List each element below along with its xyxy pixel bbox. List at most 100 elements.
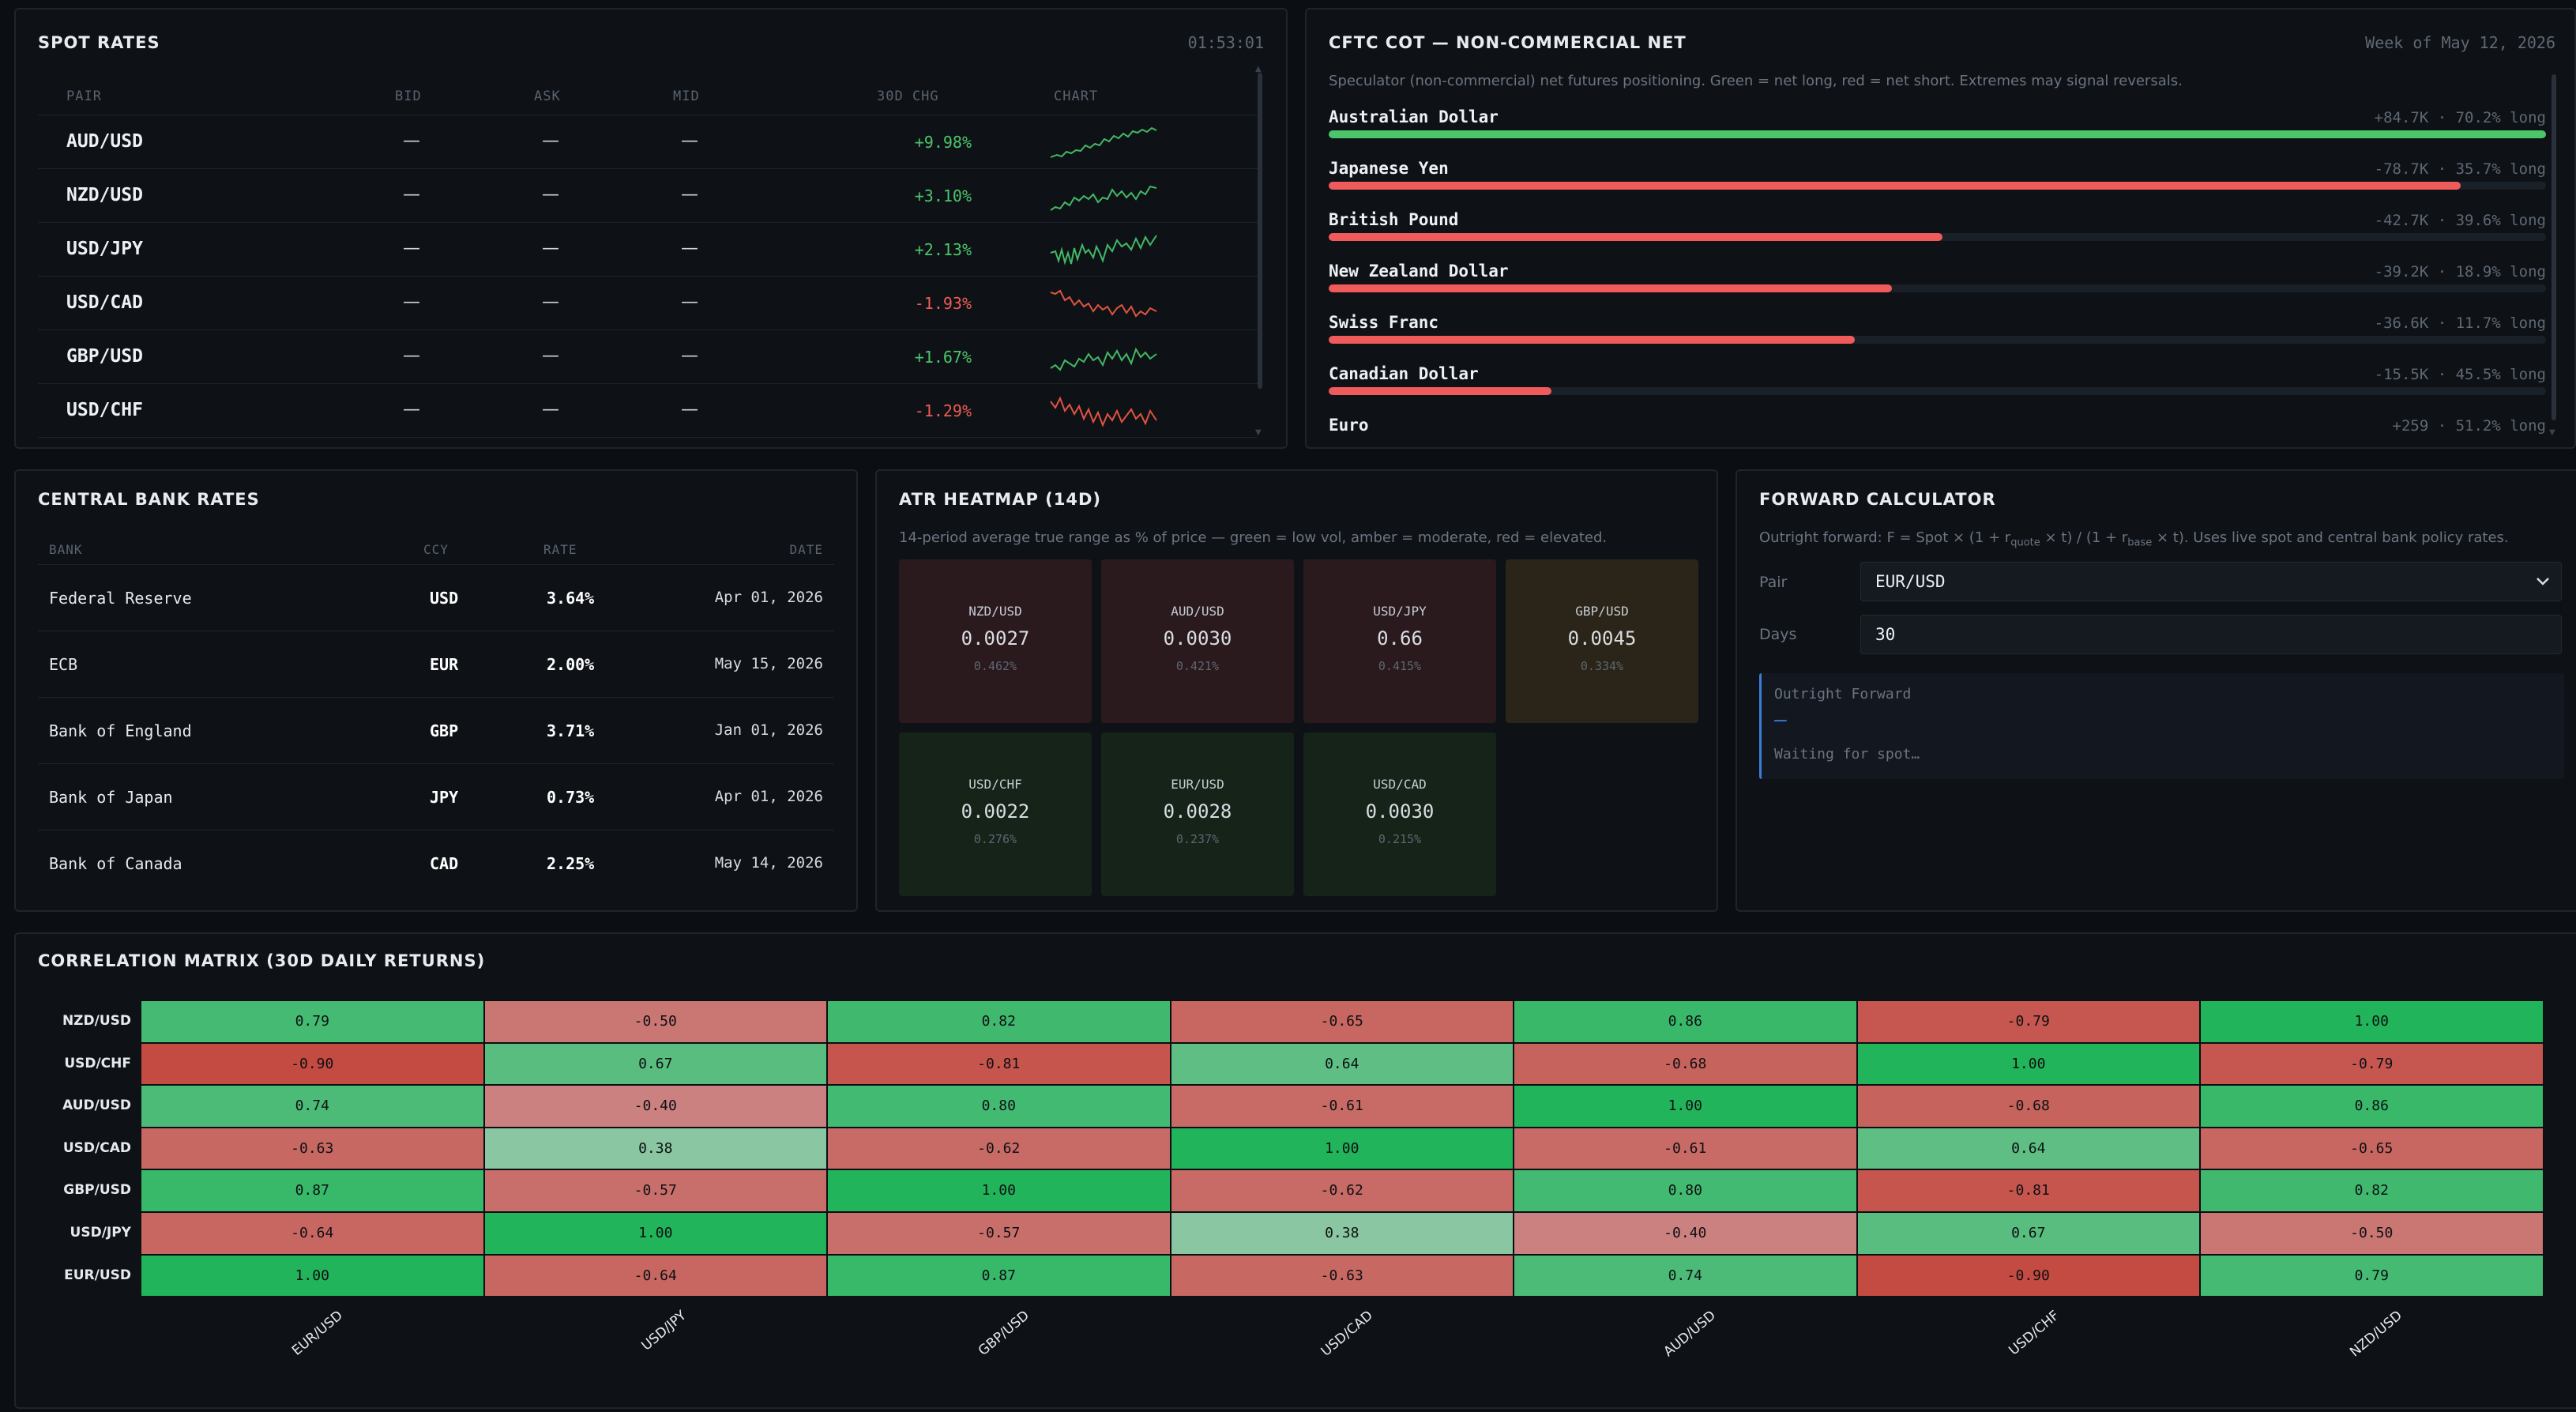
- corr-cell[interactable]: 0.64: [1856, 1127, 2200, 1170]
- atr-pair: AUD/USD: [1171, 604, 1224, 619]
- spot-row-usd-chf[interactable]: USD/CHF — — — -1.29%: [38, 383, 1258, 438]
- corr-cell[interactable]: 0.67: [483, 1042, 827, 1086]
- corr-cell[interactable]: 0.82: [2200, 1169, 2544, 1212]
- col-chart: CHART: [1054, 88, 1099, 104]
- atr-tile-nzd-usd[interactable]: NZD/USD 0.0027 0.462%: [899, 559, 1092, 723]
- forward-title: FORWARD CALCULATOR: [1759, 490, 1996, 509]
- forward-result-label: Outright Forward: [1774, 686, 1912, 702]
- corr-cell[interactable]: 1.00: [827, 1169, 1171, 1212]
- positioning-value: -36.6K · 11.7% long: [2374, 314, 2546, 332]
- pair-label: USD/CAD: [66, 292, 143, 313]
- corr-cell[interactable]: -0.62: [827, 1127, 1171, 1170]
- corr-cell[interactable]: -0.79: [2200, 1042, 2544, 1086]
- pair-select[interactable]: EUR/USD: [1860, 562, 2562, 601]
- cot-scrollbar[interactable]: [2552, 74, 2556, 420]
- corr-cell[interactable]: -0.40: [483, 1085, 827, 1128]
- col-ccy: CCY: [423, 542, 449, 557]
- corr-cell[interactable]: 0.86: [1514, 1000, 1857, 1043]
- corr-cell[interactable]: 0.38: [483, 1127, 827, 1170]
- spot-scrollbar[interactable]: [1258, 73, 1262, 389]
- sparkline-path: [1050, 396, 1157, 427]
- corr-cell[interactable]: -0.81: [1856, 1169, 2200, 1212]
- atr-tile-usd-chf[interactable]: USD/CHF 0.0022 0.276%: [899, 732, 1092, 896]
- corr-cell[interactable]: 0.82: [827, 1000, 1171, 1043]
- corr-cell[interactable]: -0.64: [141, 1212, 484, 1255]
- change-value: +3.10%: [914, 186, 972, 205]
- col-ask: ASK: [534, 88, 561, 104]
- corr-cell[interactable]: 0.87: [827, 1254, 1171, 1297]
- corr-cell[interactable]: -0.40: [1514, 1212, 1857, 1255]
- corr-cell[interactable]: 1.00: [1170, 1127, 1514, 1170]
- scroll-down-icon[interactable]: ▼: [1255, 428, 1262, 437]
- corr-col-label: USD/CHF: [2006, 1308, 2063, 1359]
- corr-cell[interactable]: -0.63: [1170, 1254, 1514, 1297]
- corr-cell[interactable]: 0.38: [1170, 1212, 1514, 1255]
- central-bank-panel: CENTRAL BANK RATES BANK CCY RATE DATE Fe…: [14, 469, 858, 912]
- corr-cell[interactable]: -0.62: [1170, 1169, 1514, 1212]
- pair-label: Pair: [1759, 574, 1788, 591]
- corr-cell[interactable]: -0.63: [141, 1127, 484, 1170]
- corr-cell[interactable]: -0.50: [2200, 1212, 2544, 1255]
- corr-cell[interactable]: 1.00: [483, 1212, 827, 1255]
- atr-percent: 0.462%: [973, 659, 1017, 673]
- spot-row-nzd-usd[interactable]: NZD/USD — — — +3.10%: [38, 168, 1258, 223]
- ask-value: —: [542, 131, 559, 151]
- corr-cell[interactable]: 1.00: [1514, 1085, 1857, 1128]
- spot-row-aud-usd[interactable]: AUD/USD — — — +9.98%: [38, 115, 1258, 169]
- corr-cell[interactable]: 0.87: [141, 1169, 484, 1212]
- corr-cell[interactable]: -0.61: [1514, 1127, 1857, 1170]
- corr-col-label: USD/JPY: [638, 1308, 690, 1354]
- atr-tile-usd-jpy[interactable]: USD/JPY 0.66 0.415%: [1303, 559, 1496, 723]
- corr-cell[interactable]: -0.68: [1856, 1085, 2200, 1128]
- corr-cell[interactable]: -0.65: [1170, 1000, 1514, 1043]
- col-rate: RATE: [543, 542, 577, 557]
- bid-value: —: [403, 131, 420, 151]
- atr-tile-aud-usd[interactable]: AUD/USD 0.0030 0.421%: [1101, 559, 1294, 723]
- corr-cell[interactable]: 1.00: [1856, 1042, 2200, 1086]
- spot-row-gbp-usd[interactable]: GBP/USD — — — +1.67%: [38, 329, 1258, 384]
- corr-cell[interactable]: 0.79: [141, 1000, 484, 1043]
- corr-cell[interactable]: 0.80: [1514, 1169, 1857, 1212]
- cot-scroll-down-icon[interactable]: ▼: [2549, 428, 2555, 437]
- corr-cell[interactable]: -0.50: [483, 1000, 827, 1043]
- corr-cell[interactable]: -0.57: [483, 1169, 827, 1212]
- sparkline-path: [1050, 289, 1157, 318]
- days-input[interactable]: 30: [1860, 615, 2562, 654]
- corr-cell[interactable]: 0.64: [1170, 1042, 1514, 1086]
- corr-cell[interactable]: 0.74: [141, 1085, 484, 1128]
- corr-cell[interactable]: -0.61: [1170, 1085, 1514, 1128]
- atr-tile-gbp-usd[interactable]: GBP/USD 0.0045 0.334%: [1506, 559, 1698, 723]
- corr-cell[interactable]: 0.80: [827, 1085, 1171, 1128]
- atr-tile-usd-cad[interactable]: USD/CAD 0.0030 0.215%: [1303, 732, 1496, 896]
- corr-cell[interactable]: -0.57: [827, 1212, 1171, 1255]
- atr-percent: 0.215%: [1378, 832, 1422, 846]
- corr-cell[interactable]: 0.79: [2200, 1254, 2544, 1297]
- positioning-bar: [1329, 233, 1942, 241]
- spot-row-usd-cad[interactable]: USD/CAD — — — -1.93%: [38, 276, 1258, 330]
- corr-cell[interactable]: -0.65: [2200, 1127, 2544, 1170]
- corr-cell[interactable]: 1.00: [2200, 1000, 2544, 1043]
- corr-cell[interactable]: -0.79: [1856, 1000, 2200, 1043]
- corr-cell[interactable]: 1.00: [141, 1254, 484, 1297]
- change-value: +2.13%: [914, 240, 972, 259]
- corr-cell[interactable]: -0.90: [141, 1042, 484, 1086]
- cot-row: British Pound -42.7K · 39.6% long: [1329, 210, 2546, 262]
- bank-name: Bank of England: [49, 721, 192, 740]
- corr-cell[interactable]: -0.90: [1856, 1254, 2200, 1297]
- corr-cell[interactable]: 0.67: [1856, 1212, 2200, 1255]
- corr-cell[interactable]: 0.86: [2200, 1085, 2544, 1128]
- pair-select-value: EUR/USD: [1875, 572, 1946, 591]
- cot-panel: CFTC COT — NON-COMMERCIAL NET Week of Ma…: [1305, 8, 2576, 449]
- policy-rate: 3.64%: [547, 589, 595, 608]
- corr-cell[interactable]: -0.81: [827, 1042, 1171, 1086]
- spot-row-usd-jpy[interactable]: USD/JPY — — — +2.13%: [38, 222, 1258, 277]
- corr-cell[interactable]: 0.74: [1514, 1254, 1857, 1297]
- atr-tile-eur-usd[interactable]: EUR/USD 0.0028 0.237%: [1101, 732, 1294, 896]
- central-bank-row: ECB EUR 2.00% May 15, 2026: [38, 631, 834, 698]
- corr-col-label: NZD/USD: [2347, 1308, 2406, 1361]
- corr-cell[interactable]: -0.68: [1514, 1042, 1857, 1086]
- atr-pair: USD/CHF: [968, 777, 1022, 792]
- sparkline-chart: [1050, 126, 1157, 158]
- scroll-up-icon[interactable]: ▲: [1255, 65, 1262, 73]
- corr-cell[interactable]: -0.64: [483, 1254, 827, 1297]
